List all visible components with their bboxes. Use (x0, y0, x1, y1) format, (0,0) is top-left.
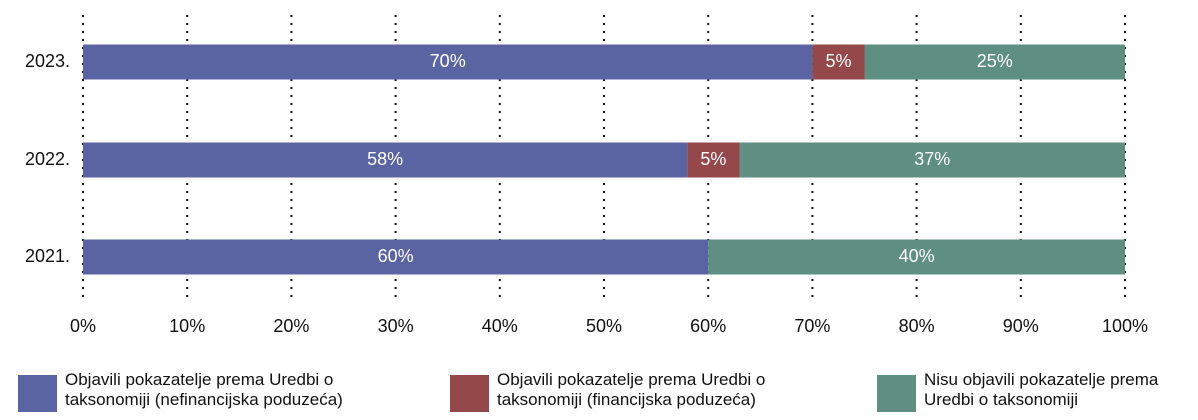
legend-swatch (18, 375, 57, 412)
data-label: 70% (430, 51, 466, 71)
x-tick-label: 20% (273, 316, 309, 336)
x-tick-label: 70% (794, 316, 830, 336)
x-tick-label: 80% (899, 316, 935, 336)
x-tick-label: 50% (586, 316, 622, 336)
x-tick-label: 40% (482, 316, 518, 336)
y-tick-label: 2022. (25, 149, 70, 169)
legend-label: Objavili pokazatelje prema Uredbi o taks… (65, 370, 343, 409)
data-label: 5% (700, 149, 726, 169)
bar-segment (708, 239, 1125, 275)
legend-swatch (877, 375, 916, 412)
x-tick-label: 0% (70, 316, 96, 336)
x-tick-label: 60% (690, 316, 726, 336)
bar-segment (83, 142, 688, 178)
legend-swatch (450, 375, 489, 412)
y-tick-label: 2021. (25, 246, 70, 266)
legend-item: Objavili pokazatelje prema Uredbi o taks… (18, 370, 365, 412)
data-label: 58% (367, 149, 403, 169)
x-tick-label: 100% (1102, 316, 1148, 336)
bar-segment (864, 44, 1125, 80)
data-label: 5% (825, 51, 851, 71)
data-label: 60% (378, 246, 414, 266)
bar-segment (83, 44, 813, 80)
bar-segment (739, 142, 1125, 178)
bar-segment (83, 239, 709, 275)
data-label: 25% (977, 51, 1013, 71)
legend: Objavili pokazatelje prema Uredbi o taks… (0, 370, 1198, 420)
legend-item: Objavili pokazatelje prema Uredbi o taks… (450, 370, 797, 412)
x-tick-label: 10% (169, 316, 205, 336)
data-label: 37% (914, 149, 950, 169)
y-tick-label: 2023. (25, 51, 70, 71)
bar-segment (687, 142, 740, 178)
legend-item: Nisu objavili pokazatelje prema Uredbi o… (877, 370, 1184, 412)
chart: 0% 10% 20% 30% 40% 50% 60% 70% 80% 90% 100% 2023. 70… (25, 15, 1148, 336)
bar-segment (812, 44, 865, 80)
data-label: 40% (899, 246, 935, 266)
x-tick-label: 30% (378, 316, 414, 336)
legend-label: Nisu objavili pokazatelje prema Uredbi o… (924, 370, 1159, 409)
legend-label: Objavili pokazatelje prema Uredbi o taks… (497, 370, 766, 409)
x-tick-label: 90% (1003, 316, 1039, 336)
